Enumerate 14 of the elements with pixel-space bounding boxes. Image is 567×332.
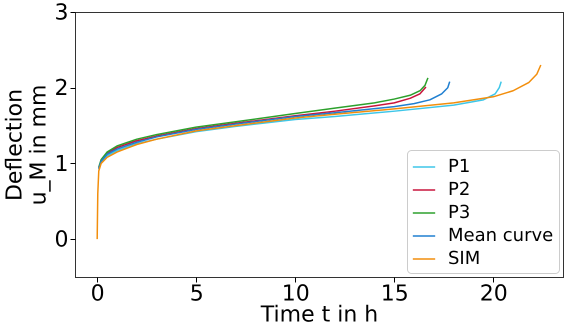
legend-label: Mean curve	[448, 225, 554, 246]
legend-label: SIM	[448, 248, 480, 269]
legend-label: P3	[448, 202, 470, 223]
x-tick-label: 0	[90, 282, 105, 306]
y-tick-label: 2	[54, 76, 68, 102]
x-tick-label: 15	[380, 282, 409, 306]
y-tick-label: 3	[54, 0, 68, 26]
x-tick-label: 5	[190, 282, 204, 306]
x-tick-label: 20	[480, 282, 508, 306]
y-axis-title: Deflection u_M in mm	[2, 84, 52, 206]
y-tick-label: 1	[54, 152, 68, 177]
y-tick-label: 0	[54, 228, 68, 253]
legend-label: P1	[448, 156, 470, 177]
legend-label: P2	[448, 179, 470, 200]
